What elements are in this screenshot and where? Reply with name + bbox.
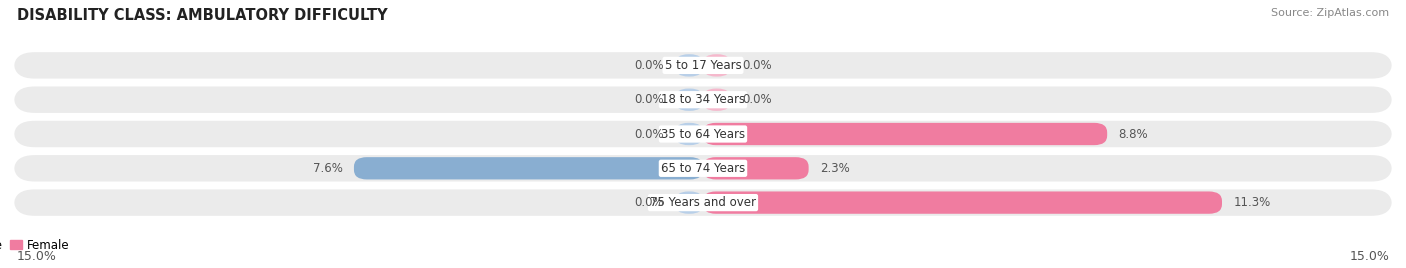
FancyBboxPatch shape bbox=[14, 155, 1392, 181]
Text: 75 Years and over: 75 Years and over bbox=[650, 196, 756, 209]
Text: DISABILITY CLASS: AMBULATORY DIFFICULTY: DISABILITY CLASS: AMBULATORY DIFFICULTY bbox=[17, 8, 388, 23]
FancyBboxPatch shape bbox=[14, 189, 1392, 216]
Text: 0.0%: 0.0% bbox=[634, 59, 664, 72]
Text: 0.0%: 0.0% bbox=[742, 93, 772, 106]
FancyBboxPatch shape bbox=[675, 123, 703, 145]
Text: 65 to 74 Years: 65 to 74 Years bbox=[661, 162, 745, 175]
Text: 0.0%: 0.0% bbox=[634, 128, 664, 140]
FancyBboxPatch shape bbox=[14, 87, 1392, 113]
FancyBboxPatch shape bbox=[354, 157, 703, 180]
Text: 0.0%: 0.0% bbox=[634, 93, 664, 106]
Text: 2.3%: 2.3% bbox=[820, 162, 849, 175]
FancyBboxPatch shape bbox=[14, 52, 1392, 79]
FancyBboxPatch shape bbox=[675, 88, 703, 111]
Text: 11.3%: 11.3% bbox=[1233, 196, 1271, 209]
Legend: Male, Female: Male, Female bbox=[0, 239, 69, 252]
Text: 0.0%: 0.0% bbox=[634, 196, 664, 209]
Text: 35 to 64 Years: 35 to 64 Years bbox=[661, 128, 745, 140]
FancyBboxPatch shape bbox=[675, 54, 703, 77]
FancyBboxPatch shape bbox=[703, 54, 731, 77]
Text: 8.8%: 8.8% bbox=[1119, 128, 1149, 140]
Text: 18 to 34 Years: 18 to 34 Years bbox=[661, 93, 745, 106]
Text: 15.0%: 15.0% bbox=[17, 250, 56, 263]
FancyBboxPatch shape bbox=[14, 121, 1392, 147]
Text: 5 to 17 Years: 5 to 17 Years bbox=[665, 59, 741, 72]
FancyBboxPatch shape bbox=[703, 88, 731, 111]
Text: 0.0%: 0.0% bbox=[742, 59, 772, 72]
FancyBboxPatch shape bbox=[675, 191, 703, 214]
Text: Source: ZipAtlas.com: Source: ZipAtlas.com bbox=[1271, 8, 1389, 18]
FancyBboxPatch shape bbox=[703, 191, 1222, 214]
Text: 7.6%: 7.6% bbox=[312, 162, 343, 175]
Text: 15.0%: 15.0% bbox=[1350, 250, 1389, 263]
FancyBboxPatch shape bbox=[703, 157, 808, 180]
FancyBboxPatch shape bbox=[703, 123, 1107, 145]
